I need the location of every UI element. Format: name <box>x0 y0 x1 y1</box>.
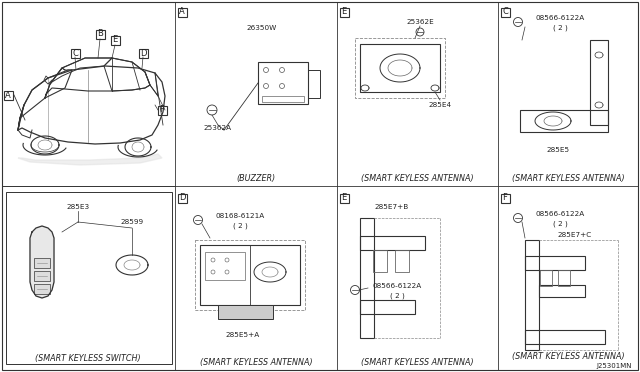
Bar <box>218 305 273 319</box>
Text: F: F <box>159 106 164 115</box>
Polygon shape <box>18 154 162 165</box>
Bar <box>262 96 304 102</box>
Text: 26350W: 26350W <box>247 25 277 31</box>
Bar <box>111 35 120 45</box>
Text: (SMART KEYLESS SWITCH): (SMART KEYLESS SWITCH) <box>35 353 141 362</box>
Bar <box>395 250 409 272</box>
Text: 08566-6122A: 08566-6122A <box>536 211 584 217</box>
Text: B: B <box>97 29 103 38</box>
Text: 285E3: 285E3 <box>67 204 90 210</box>
Bar <box>373 250 387 272</box>
Text: ( 2 ): ( 2 ) <box>552 25 568 31</box>
Bar <box>195 240 305 310</box>
Ellipse shape <box>35 239 49 249</box>
Bar <box>258 62 308 104</box>
Text: A: A <box>179 7 185 16</box>
Text: D: D <box>140 48 147 58</box>
Text: D: D <box>179 193 185 202</box>
Text: 25362A: 25362A <box>204 125 232 131</box>
Text: C: C <box>72 48 78 58</box>
Text: (SMART KEYLESS ANTENNA): (SMART KEYLESS ANTENNA) <box>361 173 474 183</box>
Bar <box>34 284 50 294</box>
Bar <box>540 270 552 286</box>
Bar <box>177 7 186 16</box>
Text: 08168-6121A: 08168-6121A <box>216 213 264 219</box>
Bar <box>525 256 585 270</box>
Text: F: F <box>502 193 508 202</box>
Bar <box>205 252 245 280</box>
Bar <box>360 300 415 314</box>
Bar <box>157 106 166 115</box>
Text: 25362E: 25362E <box>406 19 434 25</box>
Bar <box>500 7 509 16</box>
Bar <box>6 192 172 364</box>
Text: 285E7+C: 285E7+C <box>558 232 592 238</box>
Text: 285E7+B: 285E7+B <box>375 204 409 210</box>
Bar <box>360 218 374 338</box>
Bar <box>590 40 608 125</box>
Text: E: E <box>113 35 118 45</box>
Text: 08566-6122A: 08566-6122A <box>372 283 422 289</box>
Bar <box>339 7 349 16</box>
Text: 285E5: 285E5 <box>547 147 570 153</box>
Bar <box>525 240 539 350</box>
Text: (SMART KEYLESS ANTENNA): (SMART KEYLESS ANTENNA) <box>512 352 624 360</box>
Text: 08566-6122A: 08566-6122A <box>536 15 584 21</box>
Bar <box>355 38 445 98</box>
Bar <box>177 193 186 202</box>
Text: ( 2 ): ( 2 ) <box>232 223 248 229</box>
Text: C: C <box>502 7 508 16</box>
Polygon shape <box>30 226 54 298</box>
Text: A: A <box>5 90 11 99</box>
Text: ( 2 ): ( 2 ) <box>390 293 404 299</box>
Bar <box>500 193 509 202</box>
Bar <box>360 44 440 92</box>
Bar <box>339 193 349 202</box>
Text: 28599: 28599 <box>120 219 143 225</box>
Text: E: E <box>341 7 347 16</box>
Text: 285E4: 285E4 <box>428 102 452 108</box>
Text: 285E5+A: 285E5+A <box>226 332 260 338</box>
Text: ( 2 ): ( 2 ) <box>552 221 568 227</box>
Bar <box>360 236 425 250</box>
Bar <box>70 48 79 58</box>
Bar <box>308 70 320 98</box>
Text: (SMART KEYLESS ANTENNA): (SMART KEYLESS ANTENNA) <box>512 173 624 183</box>
Bar <box>95 29 104 38</box>
Bar <box>3 90 13 99</box>
Bar <box>34 271 50 281</box>
Bar <box>200 245 300 305</box>
Text: (SMART KEYLESS ANTENNA): (SMART KEYLESS ANTENNA) <box>200 357 312 366</box>
Text: (BUZZER): (BUZZER) <box>236 173 276 183</box>
Bar <box>138 48 147 58</box>
Bar <box>520 110 608 132</box>
Bar <box>525 330 605 344</box>
Bar <box>558 270 570 286</box>
Bar <box>539 285 585 297</box>
Text: J25301MN: J25301MN <box>596 363 632 369</box>
Text: (SMART KEYLESS ANTENNA): (SMART KEYLESS ANTENNA) <box>361 357 474 366</box>
Text: E: E <box>341 193 347 202</box>
Bar <box>34 258 50 268</box>
